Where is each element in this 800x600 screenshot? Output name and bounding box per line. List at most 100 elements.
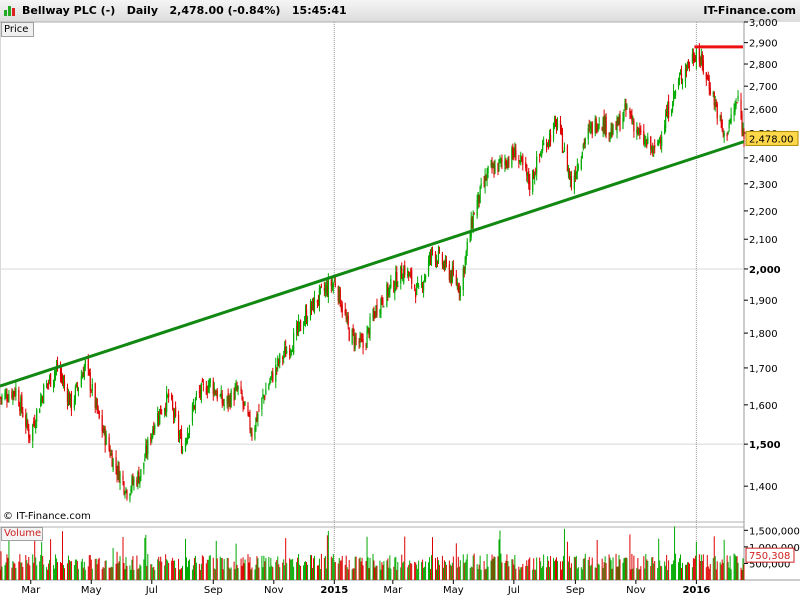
candle-body — [14, 390, 16, 396]
candle-body — [340, 303, 342, 309]
candle-body — [661, 136, 663, 146]
candle-body — [401, 268, 403, 279]
candle-body — [207, 385, 209, 393]
candle-body — [684, 68, 687, 82]
candle-body — [304, 311, 307, 320]
candle-body — [275, 364, 277, 382]
candle-body — [549, 134, 552, 142]
candle-body — [559, 120, 562, 128]
candle-body — [325, 285, 327, 291]
candle-body — [418, 285, 420, 287]
candle-body — [291, 350, 293, 353]
candle-body — [693, 57, 695, 62]
candle-body — [687, 60, 690, 66]
candle-body — [88, 369, 90, 375]
candle-body — [20, 397, 22, 413]
candle-body — [240, 386, 242, 391]
candle-body — [39, 408, 41, 413]
candle-body — [645, 140, 647, 142]
candle-body — [734, 106, 736, 112]
candle-body — [539, 154, 541, 156]
candle-body — [659, 138, 661, 140]
candle-body — [81, 374, 83, 379]
candle-body — [534, 174, 536, 178]
candle-body — [264, 396, 266, 398]
candle-body — [624, 103, 626, 108]
candle-body — [59, 367, 62, 376]
candle-body — [603, 116, 605, 133]
candle-body — [598, 123, 600, 125]
candle-body — [74, 386, 76, 402]
candle-body — [21, 395, 23, 411]
candle-body — [535, 174, 537, 176]
last-price-label: 2,478.00 — [749, 134, 794, 145]
candle-body — [299, 320, 302, 332]
candle-body — [740, 99, 742, 118]
candle-body — [437, 251, 440, 263]
candle-body — [716, 103, 718, 119]
candle-body — [728, 124, 730, 129]
candle-body — [695, 51, 697, 63]
candle-body — [341, 305, 343, 313]
candle-body — [353, 334, 355, 345]
candle-body — [194, 398, 197, 408]
candle-body — [494, 165, 496, 173]
candle-body — [643, 130, 645, 145]
candle-body — [533, 170, 535, 179]
candle-body — [195, 393, 198, 396]
candle-body — [351, 329, 353, 344]
candle-body — [139, 476, 141, 485]
candle-body — [265, 389, 267, 395]
candle-body — [355, 338, 357, 340]
candle-body — [261, 397, 263, 410]
candle-body — [570, 176, 572, 188]
candle-body — [54, 370, 57, 375]
candle-body — [233, 392, 235, 401]
candle-body — [400, 265, 402, 284]
candle-body — [192, 405, 195, 408]
candle-body — [132, 479, 134, 484]
candle-body — [404, 265, 406, 275]
candle-body — [622, 118, 624, 129]
candle-body — [664, 125, 666, 135]
candle-body — [153, 426, 155, 434]
volume-bars-group — [0, 526, 745, 580]
candle-body — [348, 328, 350, 341]
candle-body — [41, 396, 43, 403]
candle-body — [312, 298, 315, 312]
candle-body — [80, 376, 82, 387]
price-tick-label: 3,000 — [749, 18, 778, 29]
candle-body — [101, 415, 103, 431]
candle-body — [393, 281, 395, 292]
candle-body — [567, 169, 570, 175]
candle-body — [140, 469, 142, 478]
candle-body — [83, 366, 85, 379]
candle-body — [237, 386, 239, 390]
candle-body — [244, 401, 246, 406]
candle-body — [358, 341, 360, 344]
candle-body — [249, 413, 251, 430]
candle-body — [13, 391, 15, 394]
candle-body — [556, 123, 559, 129]
candle-body — [451, 268, 453, 283]
candle-body — [512, 146, 514, 156]
x-tick-label: May — [443, 585, 464, 596]
candle-body — [721, 119, 723, 130]
candle-body — [459, 286, 461, 297]
candle-body — [619, 115, 621, 131]
candle-body — [604, 116, 606, 134]
candle-body — [483, 182, 485, 184]
price-tick-label: 2,800 — [749, 60, 778, 71]
price-tick-label: 2,900 — [749, 39, 778, 50]
candle-body — [310, 305, 313, 310]
candle-body — [228, 396, 230, 402]
candle-body — [515, 149, 517, 161]
candle-body — [541, 154, 543, 157]
candles-group — [0, 43, 745, 503]
candle-body — [653, 145, 655, 150]
candle-body — [376, 304, 378, 315]
candle-body — [563, 147, 566, 151]
candle-body — [701, 53, 703, 64]
candle-body — [206, 391, 208, 393]
candle-body — [434, 252, 437, 263]
